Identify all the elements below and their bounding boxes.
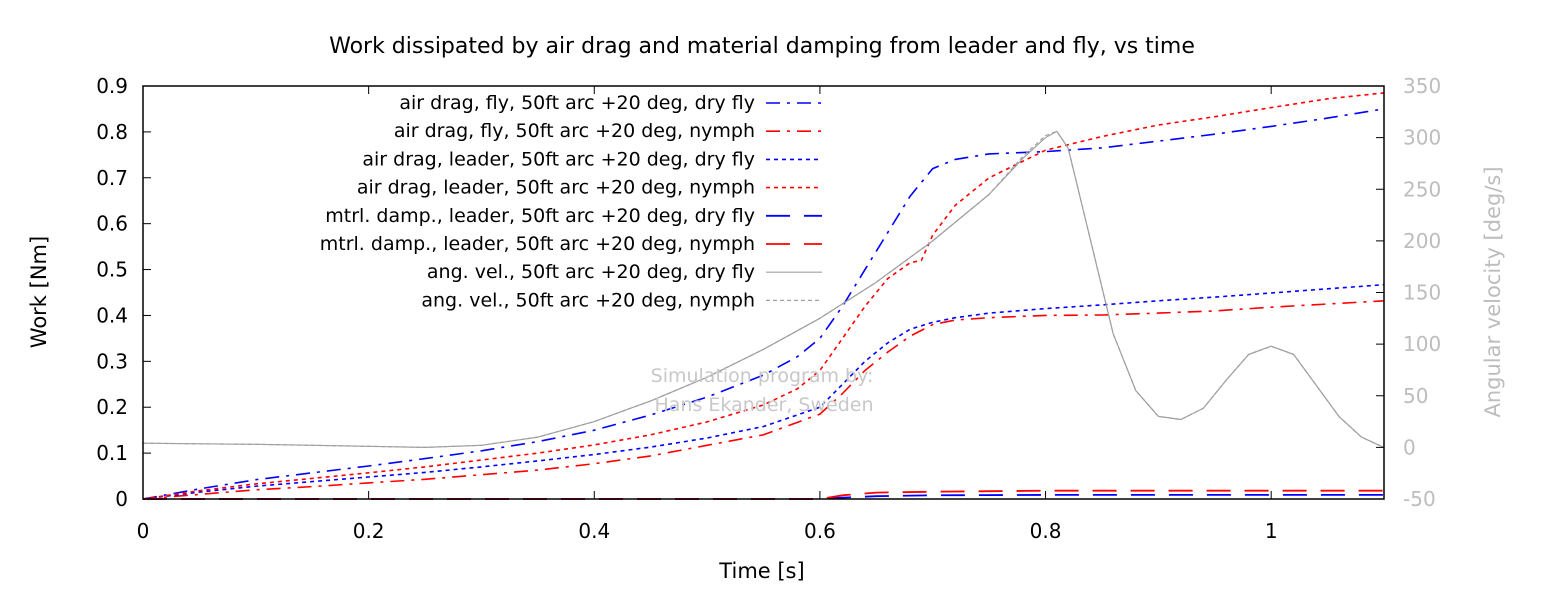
y2-tick-label: 200 [1403, 229, 1441, 253]
legend-label: air drag, fly, 50ft arc +20 deg, dry fly [399, 92, 755, 114]
x-tick-label: 0.4 [578, 519, 610, 543]
y2-tick-label: 0 [1403, 435, 1416, 459]
watermark-line-1: Simulation program by: [651, 365, 874, 387]
chart-title: Work dissipated by air drag and material… [329, 34, 1195, 59]
legend-label: air drag, fly, 50ft arc +20 deg, nymph [394, 120, 755, 142]
y-axis-title: Work [Nm] [27, 236, 51, 348]
y-tick-label: 0.6 [96, 212, 128, 236]
y-tick-label: 0.5 [96, 258, 128, 282]
y2-tick-label: 100 [1403, 332, 1441, 356]
series-line-6 [143, 489, 1384, 500]
y2-tick-label: 150 [1403, 281, 1441, 305]
legend-label: air drag, leader, 50ft arc +20 deg, nymp… [357, 177, 755, 199]
x-axis: 0 0.2 0.4 0.6 0.8 1 [137, 86, 1278, 543]
x-tick-label: 0.6 [804, 519, 836, 543]
legend-label: ang. vel., 50ft arc +20 deg, dry fly [427, 261, 755, 283]
watermark: Simulation program by: Hans Ekander, Swe… [651, 365, 874, 416]
y2-tick-label: -50 [1403, 487, 1436, 511]
series-line-2 [142, 300, 1385, 500]
x-tick-label: 1 [1265, 519, 1278, 543]
legend: air drag, fly, 50ft arc +20 deg, dry fly… [320, 92, 822, 311]
y-tick-label: 0.3 [96, 349, 128, 373]
y2-tick-label: 350 [1403, 74, 1441, 98]
series-line-1 [142, 108, 1385, 500]
y-tick-label: 0.7 [96, 166, 128, 190]
y2-tick-label: 250 [1403, 177, 1441, 201]
x-tick-label: 0.2 [353, 519, 385, 543]
y-tick-label: 0.4 [96, 303, 128, 327]
watermark-line-2: Hans Ekander, Sweden [655, 394, 874, 416]
series-line-8 [142, 130, 1385, 448]
x-tick-label: 0.8 [1030, 519, 1062, 543]
series-line-3 [142, 283, 1385, 500]
legend-label: mtrl. damp., leader, 50ft arc +20 deg, n… [320, 233, 755, 255]
plot-frame [142, 85, 1385, 500]
y-tick-label: 0.2 [96, 395, 128, 419]
y-axis-right: -50 0 50 100 150 200 250 300 350 [1376, 74, 1441, 511]
y-tick-label: 0.8 [96, 120, 128, 144]
y-axis-left: 0 0.1 0.2 0.3 0.4 0.5 0.6 0.7 0.8 0.9 [96, 74, 151, 511]
legend-label: ang. vel., 50ft arc +20 deg, nymph [421, 289, 755, 311]
y2-tick-label: 300 [1403, 126, 1441, 150]
legend-label: mtrl. damp., leader, 50ft arc +20 deg, d… [325, 205, 755, 227]
legend-label: air drag, leader, 50ft arc +20 deg, dry … [362, 148, 755, 170]
x-axis-title: Time [s] [718, 559, 804, 583]
y-tick-label: 0.9 [96, 74, 128, 98]
x-tick-label: 0 [137, 519, 150, 543]
y2-tick-label: 50 [1403, 384, 1428, 408]
series-line-4 [142, 92, 1385, 500]
y2-axis-title: Angular velocity [deg/s] [1481, 166, 1505, 417]
y-tick-label: 0 [115, 487, 128, 511]
y-tick-label: 0.1 [96, 441, 128, 465]
